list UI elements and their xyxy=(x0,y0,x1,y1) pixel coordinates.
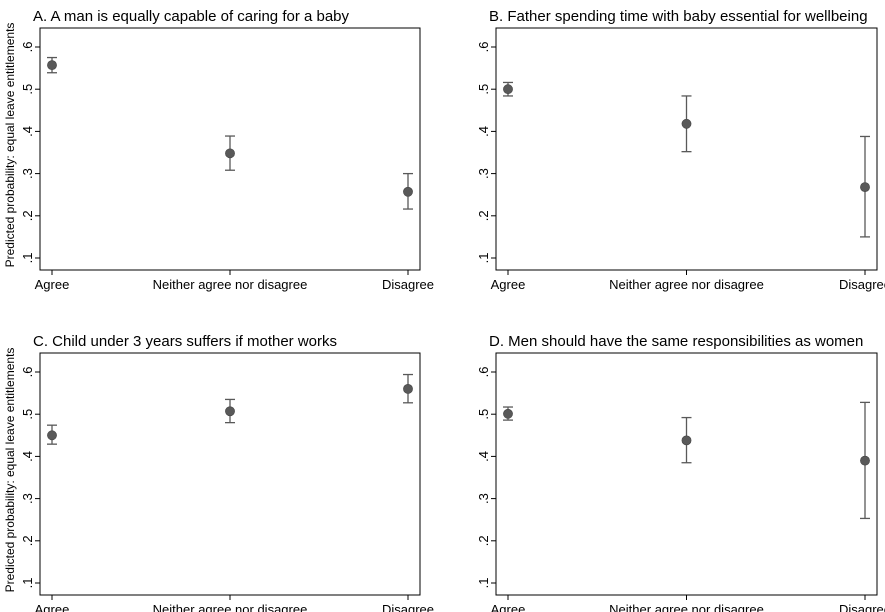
x-tick-label: Disagree xyxy=(382,602,434,612)
y-tick-label: .4 xyxy=(476,451,491,462)
x-tick-label: Disagree xyxy=(839,602,885,612)
data-point xyxy=(225,406,235,417)
panel-title: B. Father spending time with baby essent… xyxy=(489,8,868,25)
y-axis-label: Predicted probability: equal leave entit… xyxy=(3,23,17,268)
data-point xyxy=(681,118,692,129)
data-point xyxy=(47,430,57,441)
y-tick-label: .5 xyxy=(20,84,35,95)
panel-d: D. Men should have the same responsibili… xyxy=(476,333,885,612)
panel-title: D. Men should have the same responsibili… xyxy=(489,333,863,350)
panel-title: C. Child under 3 years suffers if mother… xyxy=(33,333,337,350)
x-tick-label: Disagree xyxy=(382,277,434,292)
panel-b: B. Father spending time with baby essent… xyxy=(476,8,885,292)
y-tick-label: .6 xyxy=(476,42,491,53)
y-tick-label: .5 xyxy=(476,409,491,420)
panel-a: A. A man is equally capable of caring fo… xyxy=(3,8,434,292)
data-point xyxy=(860,455,870,466)
data-point xyxy=(681,435,692,446)
y-tick-label: .4 xyxy=(20,451,35,462)
data-point xyxy=(503,408,513,419)
y-tick-label: .3 xyxy=(476,168,491,179)
data-point xyxy=(503,84,513,95)
y-tick-label: .1 xyxy=(476,578,491,589)
y-tick-label: .4 xyxy=(20,126,35,137)
y-tick-label: .2 xyxy=(476,210,491,221)
x-tick-label: Neither agree nor disagree xyxy=(609,277,764,292)
data-point xyxy=(860,182,870,193)
y-tick-label: .5 xyxy=(20,409,35,420)
x-tick-label: Neither agree nor disagree xyxy=(609,602,764,612)
y-tick-label: .3 xyxy=(20,493,35,504)
x-tick-label: Disagree xyxy=(839,277,885,292)
y-tick-label: .6 xyxy=(20,367,35,378)
plot-frame xyxy=(39,352,421,596)
x-tick-label: Agree xyxy=(35,277,70,292)
y-tick-label: .6 xyxy=(476,367,491,378)
y-tick-label: .3 xyxy=(476,493,491,504)
panel-title: A. A man is equally capable of caring fo… xyxy=(33,8,350,25)
y-tick-label: .5 xyxy=(476,84,491,95)
y-tick-label: .3 xyxy=(20,168,35,179)
y-tick-label: .2 xyxy=(476,535,491,546)
panel-c: C. Child under 3 years suffers if mother… xyxy=(3,333,434,612)
y-axis-label: Predicted probability: equal leave entit… xyxy=(3,348,17,593)
y-tick-label: .1 xyxy=(20,253,35,264)
y-tick-label: .1 xyxy=(476,253,491,264)
plot-frame xyxy=(495,352,878,596)
x-tick-label: Neither agree nor disagree xyxy=(153,602,308,612)
data-point xyxy=(403,186,413,197)
y-tick-label: .4 xyxy=(476,126,491,137)
data-point xyxy=(47,60,57,71)
x-tick-label: Neither agree nor disagree xyxy=(153,277,308,292)
x-tick-label: Agree xyxy=(491,602,526,612)
data-point xyxy=(225,148,235,159)
y-tick-label: .6 xyxy=(20,42,35,53)
x-tick-label: Agree xyxy=(35,602,70,612)
x-tick-label: Agree xyxy=(491,277,526,292)
data-point xyxy=(403,383,413,394)
y-tick-label: .2 xyxy=(20,210,35,221)
y-tick-label: .1 xyxy=(20,578,35,589)
y-tick-label: .2 xyxy=(20,535,35,546)
